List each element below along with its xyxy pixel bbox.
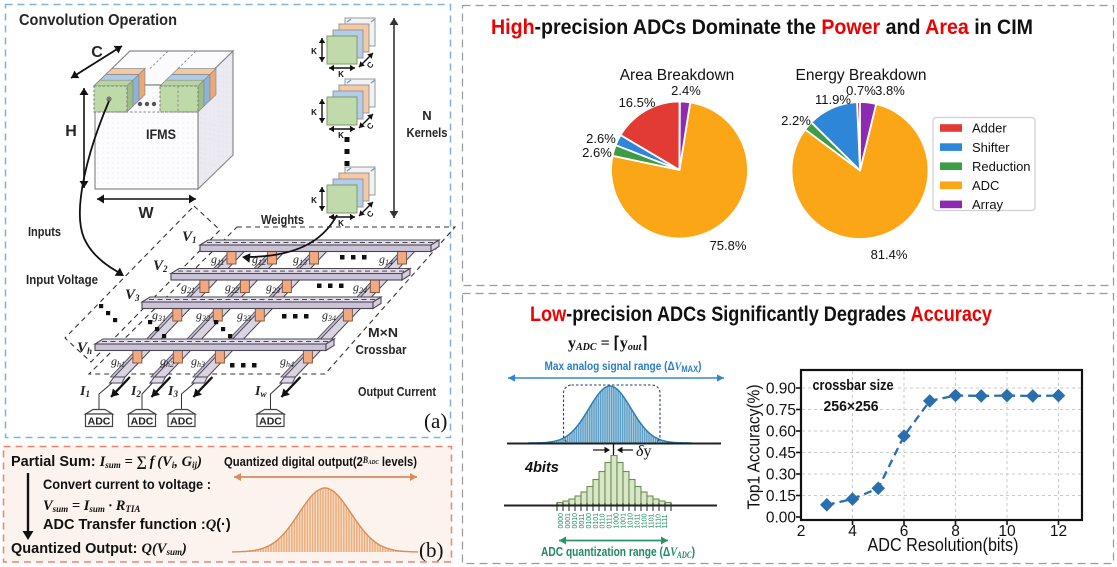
svg-text:0010: 0010 bbox=[572, 513, 579, 529]
svg-text:N: N bbox=[422, 108, 431, 123]
svg-text:10: 10 bbox=[998, 523, 1016, 540]
svg-text:0111: 0111 bbox=[607, 514, 614, 529]
svg-text:1110: 1110 bbox=[655, 514, 662, 529]
svg-text:I1: I1 bbox=[79, 384, 90, 399]
svg-text:0110: 0110 bbox=[600, 513, 607, 528]
svg-text:0000: 0000 bbox=[558, 513, 565, 529]
svg-text:8: 8 bbox=[951, 523, 960, 540]
svg-text:2.2%: 2.2% bbox=[781, 113, 811, 128]
svg-text:K: K bbox=[311, 196, 317, 205]
svg-text:Inputs: Inputs bbox=[28, 225, 61, 239]
svg-text:M×N: M×N bbox=[368, 325, 398, 340]
svg-text:K: K bbox=[311, 108, 317, 117]
svg-text:K: K bbox=[338, 131, 344, 140]
svg-text:Kernels: Kernels bbox=[407, 125, 448, 140]
svg-text:1001: 1001 bbox=[621, 513, 628, 529]
svg-text:ADC quantization range (ΔVADC): ADC quantization range (ΔVADC) bbox=[541, 544, 695, 560]
svg-text:Convert current to voltage :: Convert current to voltage : bbox=[43, 476, 211, 492]
svg-text:0.75: 0.75 bbox=[766, 402, 796, 419]
svg-text:3.8%: 3.8% bbox=[875, 83, 905, 98]
svg-text:12: 12 bbox=[1050, 523, 1067, 540]
svg-text:1111: 1111 bbox=[662, 514, 669, 528]
svg-text:Partial Sum: Isum = ∑ f (Vi, G: Partial Sum: Isum = ∑ f (Vi, Gij) bbox=[11, 454, 202, 470]
svg-text:2.6%: 2.6% bbox=[582, 145, 612, 160]
svg-text:0.60: 0.60 bbox=[766, 424, 797, 441]
svg-text:H: H bbox=[65, 123, 77, 140]
svg-text:4: 4 bbox=[848, 523, 857, 540]
svg-text:75.8%: 75.8% bbox=[710, 238, 747, 253]
svg-text:0.7%: 0.7% bbox=[846, 83, 876, 98]
svg-text:crossbar size: crossbar size bbox=[813, 378, 894, 394]
svg-text:0.90: 0.90 bbox=[766, 381, 797, 398]
svg-text:Adder: Adder bbox=[972, 121, 1007, 136]
svg-text:I2: I2 bbox=[130, 384, 141, 399]
svg-text:K: K bbox=[311, 47, 317, 56]
svg-text:0011: 0011 bbox=[579, 513, 586, 528]
svg-text:Crossbar: Crossbar bbox=[356, 342, 407, 357]
svg-text:0.00: 0.00 bbox=[766, 510, 797, 527]
svg-text:ADC Resolution(bits): ADC Resolution(bits) bbox=[868, 535, 1019, 555]
svg-text:Area Breakdown: Area Breakdown bbox=[620, 67, 735, 84]
svg-text:Quantized Output: Q(Vsum): Quantized Output: Q(Vsum) bbox=[11, 541, 187, 557]
svg-text:81.4%: 81.4% bbox=[871, 247, 908, 262]
svg-text:Array: Array bbox=[972, 197, 1004, 212]
svg-text:2.4%: 2.4% bbox=[671, 83, 701, 98]
svg-text:Max analog signal range (ΔVMAX: Max analog signal range (ΔVMAX) bbox=[545, 359, 702, 374]
svg-text:0.45: 0.45 bbox=[766, 445, 796, 462]
svg-text:(a): (a) bbox=[424, 409, 447, 433]
svg-text:1000: 1000 bbox=[614, 513, 621, 529]
svg-text:C: C bbox=[91, 44, 103, 61]
svg-text:ADC: ADC bbox=[259, 416, 282, 428]
svg-text:0101: 0101 bbox=[593, 513, 600, 529]
svg-text:0001: 0001 bbox=[565, 513, 572, 529]
svg-text:11.9%: 11.9% bbox=[815, 92, 851, 107]
svg-text:Quantized digital output(2BADC: Quantized digital output(2BADC levels) bbox=[224, 454, 417, 469]
svg-text:(b): (b) bbox=[419, 538, 444, 562]
svg-text:0100: 0100 bbox=[586, 513, 593, 529]
svg-text:Convolution Operation: Convolution Operation bbox=[19, 12, 177, 29]
svg-text:Weights: Weights bbox=[261, 213, 304, 227]
svg-text:0.30: 0.30 bbox=[766, 467, 797, 484]
svg-text:1011: 1011 bbox=[635, 513, 642, 528]
svg-text:K: K bbox=[338, 219, 344, 228]
svg-text:Output Current: Output Current bbox=[358, 385, 437, 399]
svg-text:1100: 1100 bbox=[641, 513, 648, 528]
svg-text:0.15: 0.15 bbox=[766, 488, 796, 505]
svg-text:2: 2 bbox=[797, 523, 806, 540]
svg-text:ADC Transfer function :Q(·): ADC Transfer function :Q(·) bbox=[43, 517, 231, 533]
svg-text:Reduction: Reduction bbox=[972, 159, 1031, 174]
svg-text:ADC: ADC bbox=[88, 416, 111, 428]
svg-text:IFMS: IFMS bbox=[146, 126, 176, 142]
svg-text:K: K bbox=[338, 70, 344, 79]
svg-text:High-precision ADCs Dominate t: High-precision ADCs Dominate the Power a… bbox=[491, 16, 1033, 39]
svg-text:Low-precision ADCs Significant: Low-precision ADCs Significantly Degrade… bbox=[530, 303, 992, 326]
svg-text:C: C bbox=[365, 209, 376, 220]
svg-text:I3: I3 bbox=[167, 384, 178, 399]
svg-text:6: 6 bbox=[900, 523, 909, 540]
svg-text:Vsum = Isum · RTIA: Vsum = Isum · RTIA bbox=[43, 498, 140, 514]
svg-text:Energy Breakdown: Energy Breakdown bbox=[796, 67, 927, 84]
svg-text:256×256: 256×256 bbox=[824, 399, 879, 415]
svg-text:C: C bbox=[365, 60, 376, 71]
svg-text:ADC: ADC bbox=[170, 416, 193, 428]
svg-text:δy: δy bbox=[636, 443, 651, 460]
svg-text:4bits: 4bits bbox=[524, 460, 559, 476]
svg-text:ADC: ADC bbox=[131, 416, 154, 428]
svg-text:1010: 1010 bbox=[628, 513, 635, 529]
svg-text:C: C bbox=[365, 121, 376, 132]
svg-text:2.6%: 2.6% bbox=[586, 131, 616, 146]
svg-text:16.5%: 16.5% bbox=[619, 95, 656, 110]
svg-text:Input Voltage: Input Voltage bbox=[26, 273, 98, 287]
svg-text:1101: 1101 bbox=[648, 513, 655, 528]
svg-text:W: W bbox=[138, 205, 154, 222]
svg-text:Top1 Accuracy(%): Top1 Accuracy(%) bbox=[744, 385, 764, 510]
svg-text:ADC: ADC bbox=[972, 178, 999, 193]
svg-text:Shifter: Shifter bbox=[972, 140, 1010, 155]
